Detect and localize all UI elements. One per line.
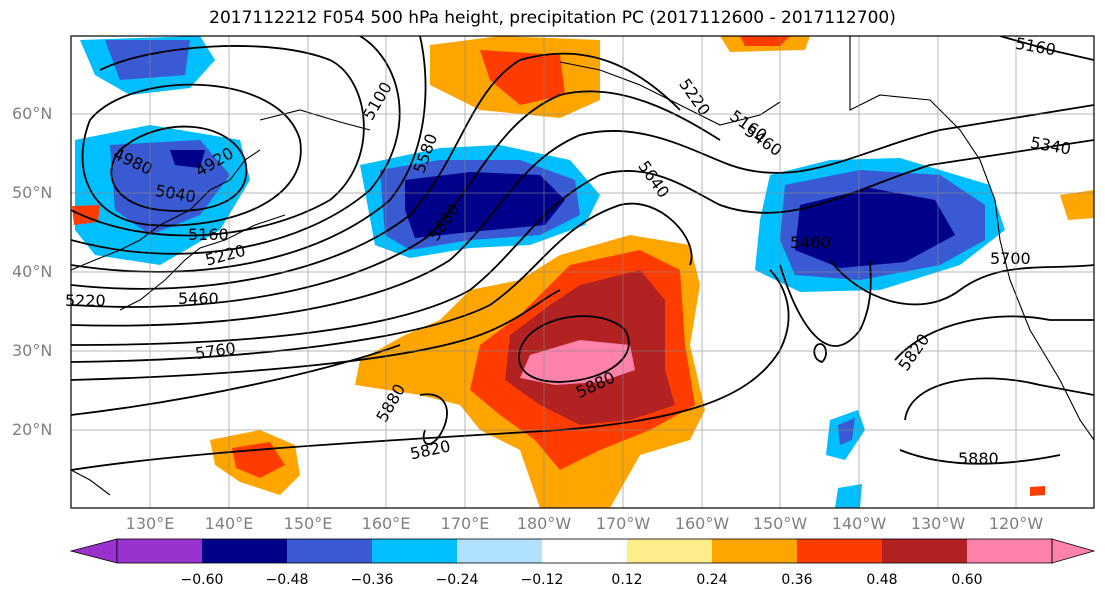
map-frame [70,35,1095,509]
lon-label: 160°W [674,514,730,533]
lat-label: 40°N [12,262,53,281]
colorbar-swatch [457,539,542,563]
lon-label: 160°E [361,514,411,533]
colorbar-tick-label: 0.36 [781,572,813,588]
lon-label: 150°W [752,514,808,533]
contour-label: 5220 [65,291,106,310]
lon-label: 170°W [595,514,651,533]
lat-label: 60°N [12,104,53,123]
colorbar-swatch [287,539,372,563]
contour-label: 5160 [188,225,229,244]
colorbar-swatch [372,539,457,563]
colorbar-swatch [202,539,287,563]
lon-label: 180°W [516,514,572,533]
colorbar-swatch [882,539,967,563]
colorbar-tick-label: −0.36 [350,572,394,588]
lon-label: 120°W [988,514,1044,533]
map-title: 2017112212 F054 500 hPa height, precipit… [209,8,896,28]
colorbar-swatch [712,539,797,563]
colorbar-tick-label: −0.60 [180,572,224,588]
colorbar-swatch [797,539,882,563]
colorbar-tick-label: −0.24 [435,572,479,588]
contour-label: 5400 [790,233,831,252]
colorbar-tick-label: 0.12 [611,572,643,588]
lon-label: 140°W [831,514,887,533]
contour-label: 5460 [178,289,219,308]
lon-label: 130°W [910,514,966,533]
colorbar-high-extension [1051,538,1096,564]
colorbar-swatch [967,539,1052,563]
lon-label: 130°E [125,514,175,533]
height-contours [71,36,1094,471]
gridlines [71,36,1094,508]
colorbar-swatch [627,539,712,563]
colorbar-swatch [117,539,202,563]
colorbar-swatch [542,539,627,563]
lat-label: 30°N [12,341,53,360]
colorbar [69,538,1096,564]
colorbar-low-extension [69,538,118,564]
contour-label: 5700 [990,249,1031,268]
lon-label: 170°E [440,514,490,533]
contour-label: 5880 [958,449,999,468]
lon-label: 140°E [204,514,254,533]
colorbar-tick-label: 0.48 [866,572,898,588]
lon-label: 150°E [283,514,333,533]
lat-label: 50°N [12,183,53,202]
lat-label: 20°N [12,420,53,439]
colorbar-tick-label: −0.48 [265,572,309,588]
colorbar-tick-label: 0.24 [696,572,728,588]
colorbar-tick-label: 0.60 [951,572,983,588]
colorbar-tick-label: −0.12 [520,572,564,588]
